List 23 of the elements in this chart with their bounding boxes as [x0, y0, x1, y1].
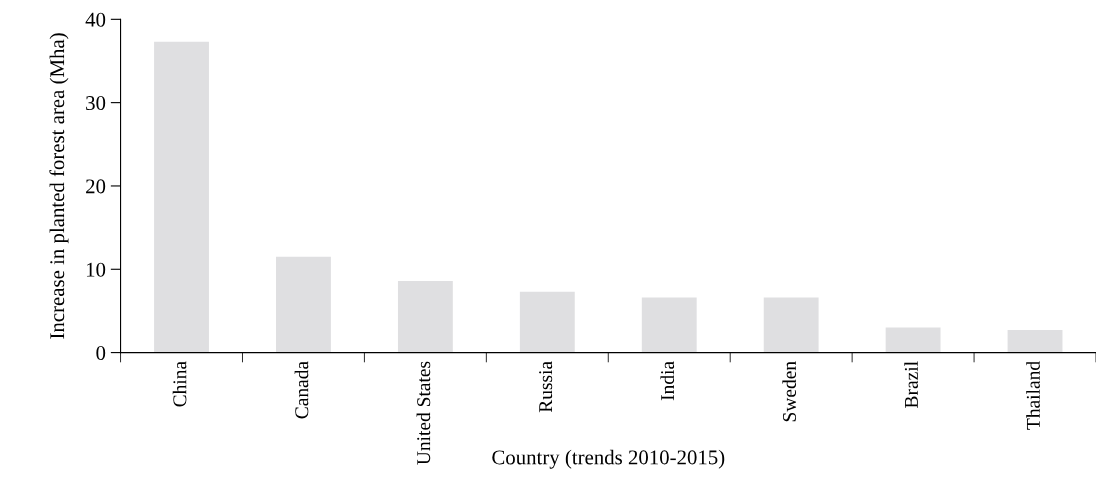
x-tick-label: Sweden: [782, 361, 797, 422]
bar: [154, 41, 209, 353]
x-tick-label: United States: [416, 361, 431, 465]
bar: [397, 280, 453, 353]
bar: [1007, 330, 1063, 353]
y-axis-title: Increase in planted forest area (Mha): [49, 33, 69, 339]
x-axis-title: Country (trends 2010-2015): [492, 449, 725, 469]
bar: [885, 327, 941, 353]
x-tick-label: Brazil: [904, 361, 918, 408]
bar: [641, 297, 697, 353]
bar: [519, 291, 575, 353]
y-tick-label: 30: [86, 96, 106, 111]
x-tick-label: India: [660, 361, 675, 401]
x-tick-label: Thailand: [1026, 361, 1040, 430]
y-tick-label: 0: [96, 345, 106, 361]
y-tick-label: 20: [86, 179, 106, 194]
x-tick-label: China: [172, 361, 187, 407]
bar: [276, 256, 331, 353]
bar: [763, 297, 819, 353]
y-tick-label: 10: [86, 262, 106, 277]
x-tick-label: Canada: [294, 361, 309, 419]
x-tick-label: Russia: [539, 361, 553, 413]
y-tick-label: 40: [85, 12, 106, 27]
